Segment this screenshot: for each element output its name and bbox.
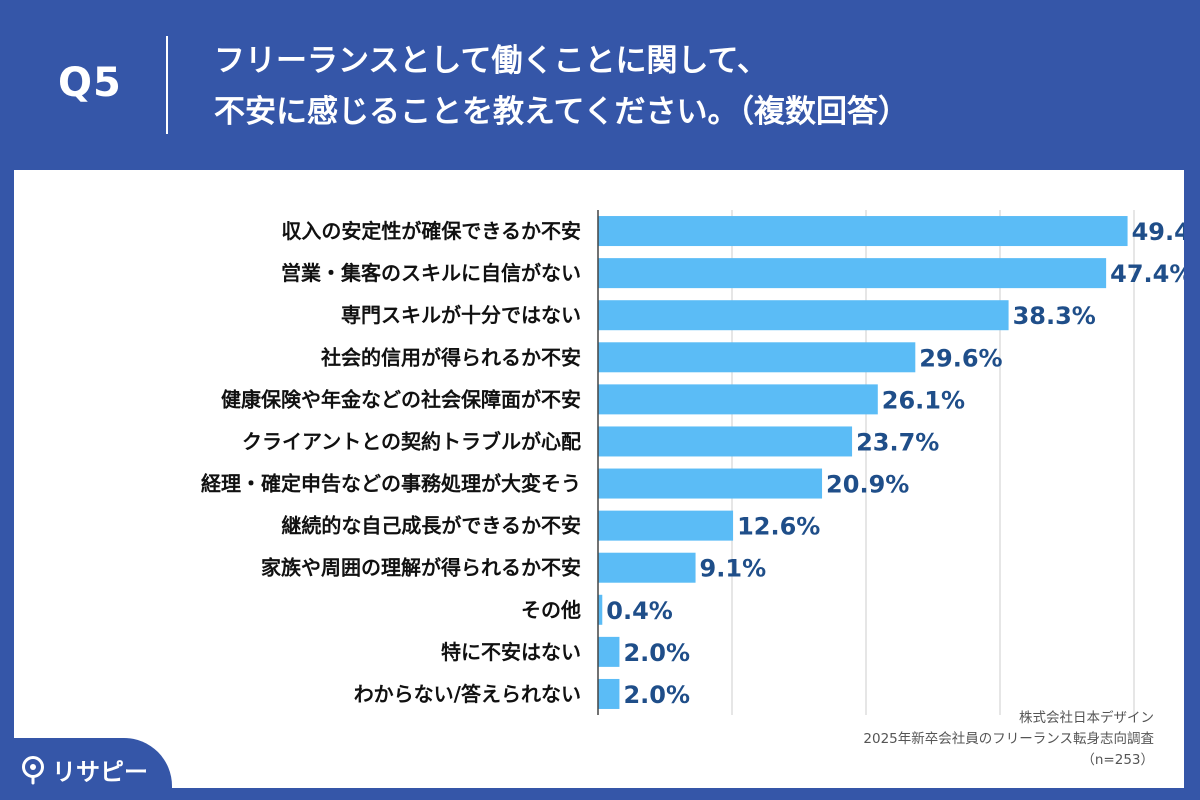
logo-badge [0, 738, 172, 800]
bar [598, 426, 853, 457]
question-number: Q5 [58, 60, 122, 106]
header-divider [166, 36, 168, 134]
bar-chart: 収入の安定性が確保できるか不安 49.4% 営業・集客のスキルに自信がない 47.4%… [201, 210, 1184, 715]
logo: リサピー [20, 752, 148, 787]
bar [598, 216, 1128, 247]
page-title: フリーランスとして働くことに関して、 不安に感じることを教えてください。（複数回… [214, 36, 909, 138]
survey-name: 2025年新卒会社員のフリーランス転身志向調査 [863, 731, 1154, 747]
value-label: 12.6% [737, 513, 820, 541]
category-label: クライアントとの契約トラブルが心配 [242, 429, 581, 453]
bar [598, 468, 823, 499]
bar [598, 552, 696, 583]
bar [598, 510, 734, 541]
category-label: 継続的な自己成長ができるか不安 [281, 514, 581, 538]
value-label: 9.1% [700, 555, 767, 583]
value-label: 47.4% [1110, 260, 1184, 288]
bar [598, 678, 620, 709]
category-label: 特に不安はない [441, 640, 581, 664]
title-line-1: フリーランスとして働くことに関して、 [214, 43, 768, 79]
bar [598, 636, 620, 667]
bar [598, 594, 603, 625]
category-label: わからない/答えられない [354, 682, 581, 706]
value-label: 20.9% [826, 471, 909, 499]
bar [598, 258, 1107, 289]
category-label: 健康保険や年金などの社会保障面が不安 [221, 387, 581, 411]
value-label: 29.6% [919, 344, 1002, 372]
logo-text: リサピー [52, 758, 148, 786]
bar [598, 342, 916, 373]
title-line-2: 不安に感じることを教えてください。（複数回答） [214, 94, 910, 130]
value-label: 26.1% [882, 386, 965, 414]
pin-icon [22, 755, 44, 784]
header: Q5 フリーランスとして働くことに関して、 不安に感じることを教えてください。（… [0, 0, 1200, 170]
bar [598, 300, 1009, 331]
category-label: 家族や周囲の理解が得られるか不安 [261, 556, 581, 580]
category-label: 専門スキルが十分ではない [341, 303, 581, 327]
sample-size: （n=253） [1081, 752, 1154, 768]
category-label: 営業・集客のスキルに自信がない [281, 261, 581, 285]
bar [598, 384, 878, 415]
source-company: 株式会社日本デザイン [1019, 710, 1154, 726]
value-label: 23.7% [856, 428, 939, 456]
category-label: 収入の安定性が確保できるか不安 [281, 219, 581, 243]
value-label: 38.3% [1013, 302, 1096, 330]
chart-panel: 収入の安定性が確保できるか不安 49.4% 営業・集客のスキルに自信がない 47.4%… [14, 170, 1184, 788]
value-label: 2.0% [623, 681, 690, 709]
value-label: 2.0% [623, 639, 690, 667]
category-label: その他 [521, 598, 581, 622]
value-label: 0.4% [606, 597, 673, 625]
value-label: 49.4% [1132, 218, 1184, 246]
source-note: 株式会社日本デザイン 2025年新卒会社員のフリーランス転身志向調査 （n=25… [863, 708, 1154, 771]
category-label: 経理・確定申告などの事務処理が大変そう [201, 472, 581, 496]
category-label: 社会的信用が得られるか不安 [320, 345, 581, 369]
